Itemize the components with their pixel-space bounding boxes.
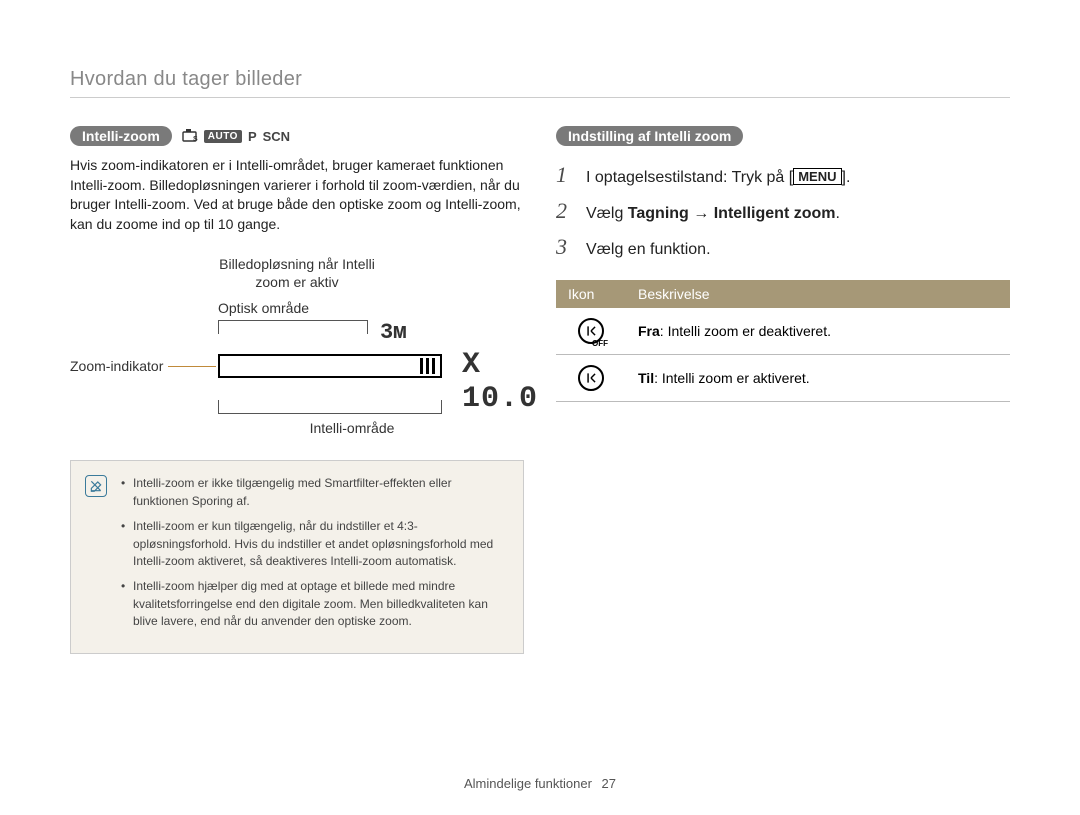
option-desc: : Intelli zoom er aktiveret. bbox=[654, 370, 810, 386]
scn-mode-icon: SCN bbox=[263, 129, 290, 144]
svg-text:S: S bbox=[193, 136, 198, 142]
table-header-icon: Ikon bbox=[556, 280, 626, 308]
zoom-on-icon bbox=[578, 365, 604, 391]
step-text: Vælg bbox=[586, 205, 628, 222]
footer-page-number: 27 bbox=[602, 776, 616, 791]
note-item: Intelli-zoom hjælper dig med at optage e… bbox=[121, 578, 505, 630]
smart-mode-icon: S bbox=[182, 128, 198, 145]
icon-off-sub: OFF bbox=[592, 339, 608, 348]
diagram-zoom-indicator-label: Zoom-indikator bbox=[70, 358, 163, 374]
option-label: Til bbox=[638, 370, 654, 386]
zoom-diagram: Billedopløsning når Intelli zoom er akti… bbox=[70, 256, 524, 436]
intro-paragraph: Hvis zoom-indikatoren er i Intelli-områd… bbox=[70, 156, 524, 234]
zoom-off-icon: OFF bbox=[578, 318, 604, 344]
note-item: Intelli-zoom er ikke tilgængelig med Sma… bbox=[121, 475, 505, 510]
diagram-optic-label: Optisk område bbox=[218, 300, 524, 316]
intelli-zoom-pill: Intelli-zoom bbox=[70, 126, 172, 146]
right-column: Indstilling af Intelli zoom 1 I optagels… bbox=[556, 126, 1010, 654]
p-mode-icon: P bbox=[248, 129, 257, 144]
footer-section: Almindelige funktioner bbox=[464, 776, 592, 791]
setting-pill: Indstilling af Intelli zoom bbox=[556, 126, 743, 146]
table-header-desc: Beskrivelse bbox=[626, 280, 1010, 308]
step-text: I optagelsestilstand: Tryk på [ bbox=[586, 169, 793, 186]
step-bold: Intelligent zoom bbox=[714, 205, 836, 222]
diagram-intelli-label: Intelli-område bbox=[180, 420, 524, 436]
step-item: 3 Vælg en funktion. bbox=[556, 234, 1010, 260]
option-label: Fra bbox=[638, 323, 660, 339]
table-row: OFF Fra: Intelli zoom er deaktiveret. bbox=[556, 308, 1010, 355]
step-item: 1 I optagelsestilstand: Tryk på [MENU]. bbox=[556, 162, 1010, 188]
auto-mode-icon: AUTO bbox=[204, 130, 242, 143]
zoom-bar bbox=[218, 354, 442, 378]
step-text: . bbox=[836, 205, 840, 222]
step-text: ]. bbox=[842, 169, 851, 186]
step-text: Vælg en funktion. bbox=[586, 241, 711, 259]
step-arrow: → bbox=[689, 205, 714, 222]
diagram-res-label-2: zoom er aktiv bbox=[70, 274, 524, 290]
step-bold: Tagning bbox=[628, 205, 689, 222]
options-table: Ikon Beskrivelse OFF Fra: Intell bbox=[556, 280, 1010, 402]
mode-icons: S AUTO P SCN bbox=[182, 128, 290, 145]
page-footer: Almindelige funktioner 27 bbox=[0, 776, 1080, 791]
diagram-res-label-1: Billedopløsning når Intelli bbox=[70, 256, 524, 272]
step-number: 2 bbox=[556, 198, 574, 224]
left-column: Intelli-zoom S AUTO P SCN Hvis zoom-indi… bbox=[70, 126, 524, 654]
option-desc: : Intelli zoom er deaktiveret. bbox=[660, 323, 831, 339]
steps-list: 1 I optagelsestilstand: Tryk på [MENU]. … bbox=[556, 162, 1010, 260]
step-item: 2 Vælg Tagning → Intelligent zoom. bbox=[556, 198, 1010, 224]
diagram-zoom-value: X 10.0 bbox=[462, 348, 538, 416]
note-box: Intelli-zoom er ikke tilgængelig med Sma… bbox=[70, 460, 524, 653]
page-header: Hvordan du tager billeder bbox=[70, 68, 1010, 98]
menu-button-icon: MENU bbox=[793, 168, 841, 185]
note-icon bbox=[85, 475, 107, 497]
note-item: Intelli-zoom er kun tilgængelig, når du … bbox=[121, 518, 505, 570]
table-row: Til: Intelli zoom er aktiveret. bbox=[556, 355, 1010, 402]
step-number: 1 bbox=[556, 162, 574, 188]
step-number: 3 bbox=[556, 234, 574, 260]
